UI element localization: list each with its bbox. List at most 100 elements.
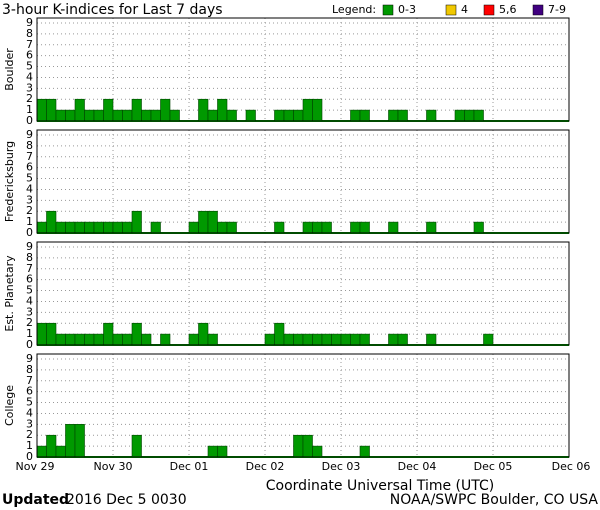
panel-frame — [36, 17, 570, 122]
bar — [274, 221, 285, 234]
bar — [55, 333, 66, 346]
bar — [112, 221, 123, 234]
bar — [274, 109, 285, 122]
y-tick-label: 3 — [26, 193, 33, 206]
bar — [131, 434, 142, 458]
bar — [454, 109, 465, 122]
y-tick-label: 9 — [26, 352, 33, 365]
bar — [207, 333, 218, 346]
panel-frame — [36, 129, 570, 234]
bar — [36, 221, 47, 234]
bar — [55, 221, 66, 234]
bar — [65, 109, 76, 122]
bar — [283, 333, 294, 346]
y-tick-label: 0 — [26, 114, 33, 127]
bar — [160, 98, 171, 122]
panel-frame — [36, 241, 570, 346]
y-tick-label: 5 — [26, 396, 33, 409]
legend-label: 7-9 — [548, 3, 566, 16]
bar — [302, 98, 313, 122]
bar — [74, 333, 85, 346]
bar — [359, 109, 370, 122]
chart-title: 3-hour K-indices for Last 7 days — [2, 2, 223, 18]
x-tick-label: Nov 30 — [94, 460, 133, 473]
y-tick-label: 7 — [26, 374, 33, 387]
y-tick-label: 9 — [26, 128, 33, 141]
bar — [359, 333, 370, 346]
bar — [103, 322, 114, 346]
bar — [217, 445, 228, 458]
y-tick-label: 4 — [26, 406, 33, 419]
bar — [150, 109, 161, 122]
y-tick-label: 0 — [26, 450, 33, 463]
y-tick-label: 8 — [26, 139, 33, 152]
legend-label: 0-3 — [398, 3, 416, 16]
bar — [141, 333, 152, 346]
bar — [84, 109, 95, 122]
y-tick-label: 7 — [26, 38, 33, 51]
bar — [359, 445, 370, 458]
y-tick-label: 1 — [26, 215, 33, 228]
y-tick-label: 4 — [26, 182, 33, 195]
bar — [350, 221, 361, 234]
bar — [93, 109, 104, 122]
x-tick-label: Dec 04 — [398, 460, 437, 473]
bar — [388, 333, 399, 346]
bar — [65, 424, 76, 458]
bar — [321, 221, 332, 234]
y-tick-label: 6 — [26, 49, 33, 62]
y-axis-label: Est. Planetary — [3, 255, 16, 332]
bar — [293, 434, 304, 458]
bar — [46, 210, 57, 234]
y-tick-label: 3 — [26, 81, 33, 94]
bar — [397, 333, 408, 346]
bar — [46, 98, 57, 122]
bar — [397, 109, 408, 122]
bar — [473, 109, 484, 122]
bar — [93, 221, 104, 234]
y-tick-label: 8 — [26, 363, 33, 376]
bar — [302, 333, 313, 346]
y-tick-label: 5 — [26, 172, 33, 185]
bar — [160, 333, 171, 346]
bar — [65, 333, 76, 346]
updated-time: 2016 Dec 5 0030 — [66, 492, 187, 508]
bar — [150, 221, 161, 234]
bar — [84, 221, 95, 234]
bar — [340, 333, 351, 346]
y-tick-label: 5 — [26, 284, 33, 297]
bar — [122, 109, 133, 122]
bar — [464, 109, 475, 122]
bar — [93, 333, 104, 346]
y-tick-label: 9 — [26, 16, 33, 29]
bar — [55, 109, 66, 122]
bar — [131, 322, 142, 346]
bar — [302, 221, 313, 234]
x-tick-label: Dec 01 — [170, 460, 209, 473]
bar — [103, 98, 114, 122]
bar — [226, 221, 237, 234]
updated-label: Updated — [2, 492, 69, 508]
y-tick-label: 3 — [26, 305, 33, 318]
bar — [198, 322, 209, 346]
bar — [74, 98, 85, 122]
bar — [274, 322, 285, 346]
bar — [302, 434, 313, 458]
bar — [388, 109, 399, 122]
y-tick-label: 0 — [26, 338, 33, 351]
bar — [112, 333, 123, 346]
y-tick-label: 8 — [26, 27, 33, 40]
bar — [293, 109, 304, 122]
bar — [312, 333, 323, 346]
legend-swatch — [445, 4, 457, 16]
bar — [36, 445, 47, 458]
bar — [207, 445, 218, 458]
y-tick-label: 9 — [26, 240, 33, 253]
bar — [122, 221, 133, 234]
bar — [426, 109, 437, 122]
bar — [188, 221, 199, 234]
bar — [112, 109, 123, 122]
y-tick-label: 6 — [26, 161, 33, 174]
x-axis-label: Coordinate Universal Time (UTC) — [266, 478, 494, 494]
